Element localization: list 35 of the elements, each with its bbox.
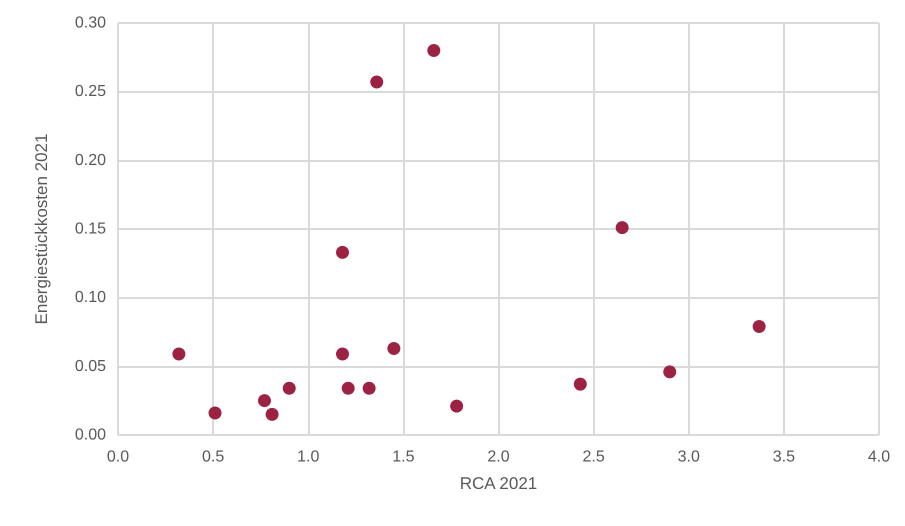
x-tick-label: 2.0 [487,448,510,466]
y-tick-label: 0.25 [74,83,106,100]
point [574,378,587,391]
point [362,382,376,395]
point [208,406,222,420]
point [336,347,349,360]
point [266,408,279,421]
x-tick-label: 1.5 [392,448,415,466]
point [752,320,766,334]
point [282,382,296,395]
y-axis-title: Energiestückkosten 2021 [32,134,51,324]
point [258,394,271,408]
x-tick-label: 4.0 [868,448,890,466]
point [342,382,355,395]
y-tick-label: 0.30 [74,14,106,32]
point [336,246,349,259]
y-tick-label: 0.10 [74,289,106,306]
point [663,365,676,378]
y-tick-label: 0.15 [74,220,106,238]
x-tick-label: 0.0 [106,448,130,466]
point [370,76,384,89]
x-tick-label: 3.0 [678,448,700,466]
x-axis-title: RCA 2021 [460,474,538,493]
y-tick-label: 0.20 [74,152,106,169]
point [427,44,440,57]
x-tick-label: 1.0 [297,448,320,466]
x-tick-label: 3.5 [772,448,796,466]
point [387,342,400,355]
point [450,400,464,413]
y-tick-label: 0.00 [74,426,106,444]
point [616,221,629,234]
x-tick-label: 0.5 [202,448,224,466]
point [172,347,186,360]
y-tick-label: 0.05 [74,358,106,375]
x-tick-label: 2.5 [582,448,605,466]
